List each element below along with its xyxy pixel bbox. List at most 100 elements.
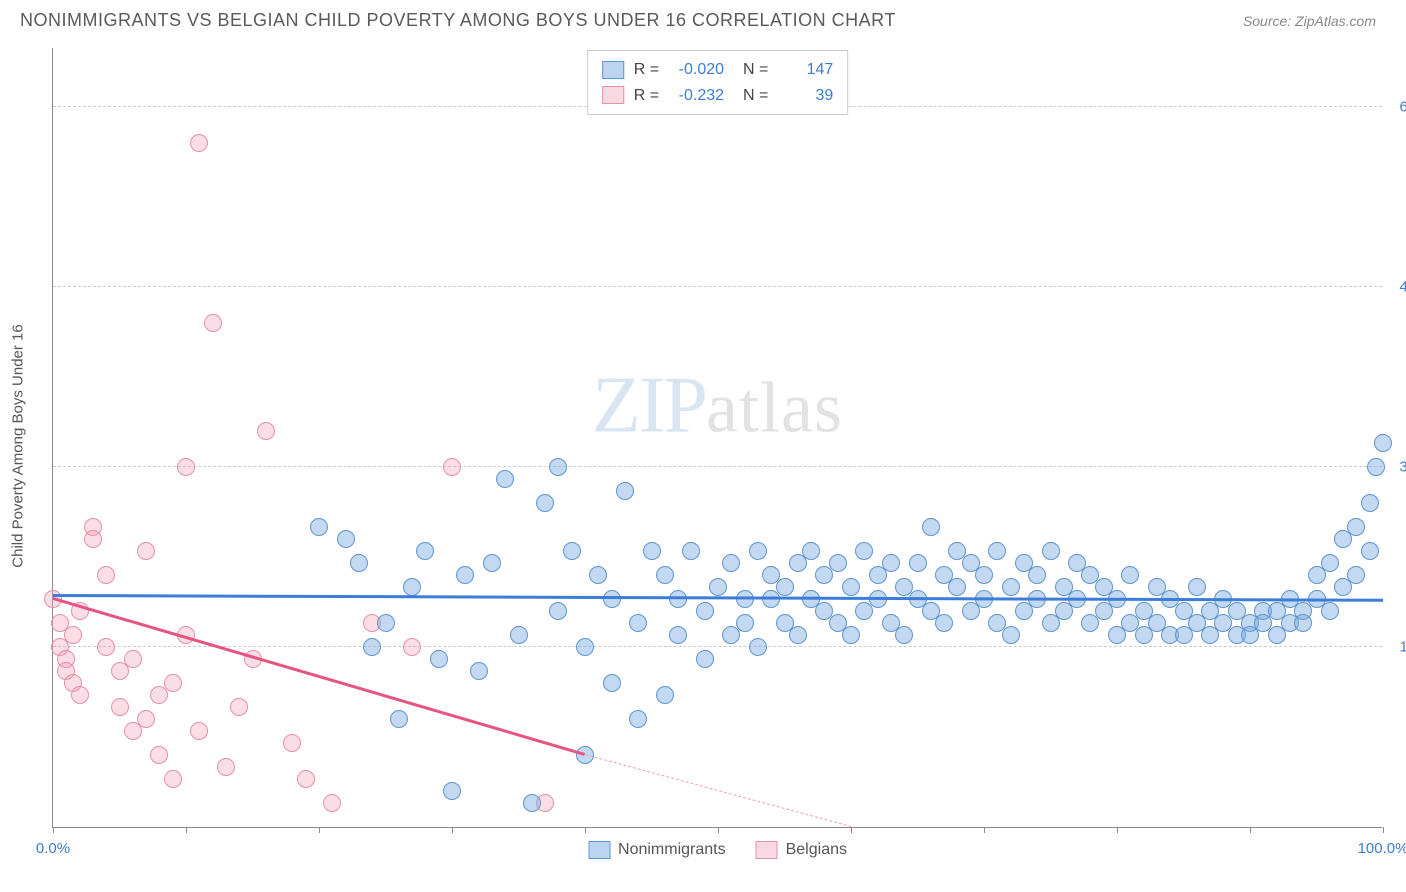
data-point-blue [377,614,395,632]
stat-n-blue: 147 [778,57,833,83]
data-point-pink [97,566,115,584]
trend-line-pink-dash [585,754,851,827]
xtick [452,827,453,833]
data-point-blue [895,626,913,644]
data-point-blue [510,626,528,644]
ytick-label: 30.0% [1387,459,1406,476]
data-point-blue [576,638,594,656]
stat-r-blue: -0.020 [669,57,724,83]
data-point-blue [776,578,794,596]
gridline [53,466,1382,467]
xtick [1383,827,1384,833]
bottom-legend: Nonimmigrants Belgians [588,841,847,859]
data-point-blue [882,554,900,572]
xtick [53,827,54,833]
data-point-blue [709,578,727,596]
data-point-pink [190,722,208,740]
data-point-blue [975,566,993,584]
gridline [53,286,1382,287]
data-point-blue [390,710,408,728]
data-point-pink [111,698,129,716]
watermark: ZIPatlas [592,361,843,452]
data-point-blue [629,614,647,632]
data-point-pink [190,134,208,152]
data-point-blue [1321,554,1339,572]
data-point-blue [656,566,674,584]
data-point-pink [150,746,168,764]
xtick [851,827,852,833]
data-point-blue [589,566,607,584]
data-point-blue [682,542,700,560]
data-point-blue [416,542,434,560]
legend-item: Nonimmigrants [588,841,726,859]
data-point-blue [749,542,767,560]
data-point-blue [696,650,714,668]
data-point-blue [696,602,714,620]
data-point-blue [443,782,461,800]
y-axis-label: Child Poverty Among Boys Under 16 [10,324,27,567]
data-point-blue [350,554,368,572]
data-point-blue [842,578,860,596]
watermark-zip: ZIP [592,362,706,450]
data-point-blue [1002,626,1020,644]
data-point-pink [97,638,115,656]
data-point-blue [629,710,647,728]
scatter-chart: R = -0.020 N = 147 R = -0.232 N = 39 ZIP… [52,48,1382,828]
data-point-pink [204,314,222,332]
ytick-label: 60.0% [1387,99,1406,116]
data-point-blue [829,554,847,572]
ytick-label: 15.0% [1387,639,1406,656]
data-point-blue [909,554,927,572]
data-point-blue [988,542,1006,560]
data-point-blue [643,542,661,560]
data-point-blue [470,662,488,680]
data-point-blue [1374,434,1392,452]
data-point-pink [257,422,275,440]
stats-legend-box: R = -0.020 N = 147 R = -0.232 N = 39 [587,50,849,115]
data-point-pink [443,458,461,476]
data-point-blue [1294,614,1312,632]
data-point-pink [84,530,102,548]
data-point-blue [1361,494,1379,512]
data-point-blue [430,650,448,668]
data-point-pink [230,698,248,716]
legend-item: Belgians [756,841,847,859]
data-point-pink [217,758,235,776]
xtick [718,827,719,833]
data-point-blue [1002,578,1020,596]
stat-r-label: R = [634,83,659,109]
stat-r-pink: -0.232 [669,83,724,109]
stat-n-label: N = [734,83,768,109]
data-point-blue [935,614,953,632]
swatch-pink-icon [602,86,624,104]
chart-title: NONIMMIGRANTS VS BELGIAN CHILD POVERTY A… [20,10,896,31]
data-point-pink [164,770,182,788]
data-point-pink [403,638,421,656]
data-point-blue [1361,542,1379,560]
data-point-blue [948,578,966,596]
stats-row-pink: R = -0.232 N = 39 [602,83,834,109]
data-point-blue [1042,542,1060,560]
data-point-blue [842,626,860,644]
data-point-pink [64,626,82,644]
xtick-label: 100.0% [1358,840,1406,857]
ytick-label: 45.0% [1387,279,1406,296]
xtick [1117,827,1118,833]
data-point-blue [536,494,554,512]
xtick [585,827,586,833]
data-point-pink [137,542,155,560]
data-point-blue [363,638,381,656]
data-point-blue [802,542,820,560]
data-point-blue [669,590,687,608]
data-point-blue [563,542,581,560]
data-point-pink [71,686,89,704]
data-point-blue [483,554,501,572]
data-point-blue [523,794,541,812]
xtick [984,827,985,833]
swatch-blue-icon [602,61,624,79]
data-point-blue [722,554,740,572]
data-point-blue [1347,566,1365,584]
data-point-blue [1028,566,1046,584]
data-point-blue [496,470,514,488]
data-point-blue [310,518,328,536]
